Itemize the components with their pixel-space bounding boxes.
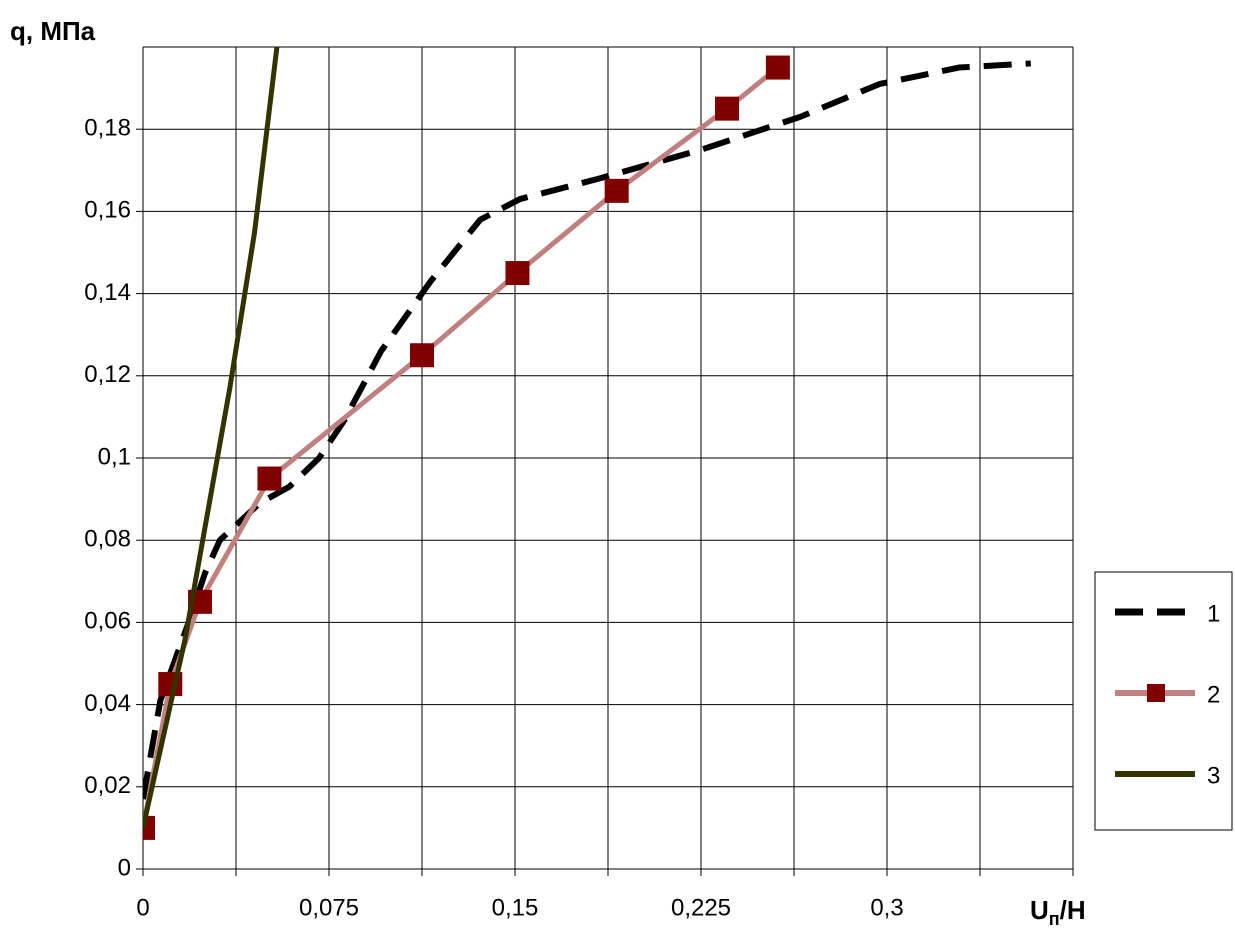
series-line xyxy=(143,60,1032,800)
x-label-sub: п xyxy=(1049,909,1060,928)
y-tick-label: 0,18 xyxy=(84,115,131,142)
y-axis-label: q, МПа xyxy=(10,16,96,46)
y-tick-label: 0,06 xyxy=(84,608,131,635)
data-marker xyxy=(765,55,790,80)
y-tick-label: 0,08 xyxy=(84,526,131,553)
data-marker xyxy=(715,96,740,121)
y-tick-label: 0,12 xyxy=(84,361,131,388)
x-tick-label: 0,3 xyxy=(870,894,903,921)
plot-area xyxy=(143,46,1032,840)
legend-label: 2 xyxy=(1207,681,1220,708)
x-tick-label: 0,075 xyxy=(299,894,359,921)
series-line xyxy=(143,65,780,829)
y-tick-label: 0,1 xyxy=(98,443,131,470)
x-tick-label: 0,225 xyxy=(671,894,731,921)
x-tick-label: 0 xyxy=(136,894,149,921)
y-tick-label: 0,02 xyxy=(84,772,131,799)
legend-marker xyxy=(1147,684,1165,702)
legend-label: 1 xyxy=(1207,600,1220,627)
data-marker xyxy=(505,261,530,286)
x-label-rest: /H xyxy=(1060,895,1086,925)
legend-label: 3 xyxy=(1207,762,1220,789)
data-marker xyxy=(257,466,282,491)
x-label-main: U xyxy=(1030,895,1049,925)
y-tick-label: 0,04 xyxy=(84,690,131,717)
y-tick-label: 0,14 xyxy=(84,279,131,306)
y-tick-label: 0,16 xyxy=(84,197,131,224)
x-tick-label: 0,15 xyxy=(492,894,539,921)
data-marker xyxy=(604,178,629,203)
y-tick-label: 0 xyxy=(118,854,131,881)
data-marker xyxy=(410,343,434,368)
x-axis-label: Uп/H xyxy=(1030,895,1086,928)
series-line xyxy=(143,46,280,829)
